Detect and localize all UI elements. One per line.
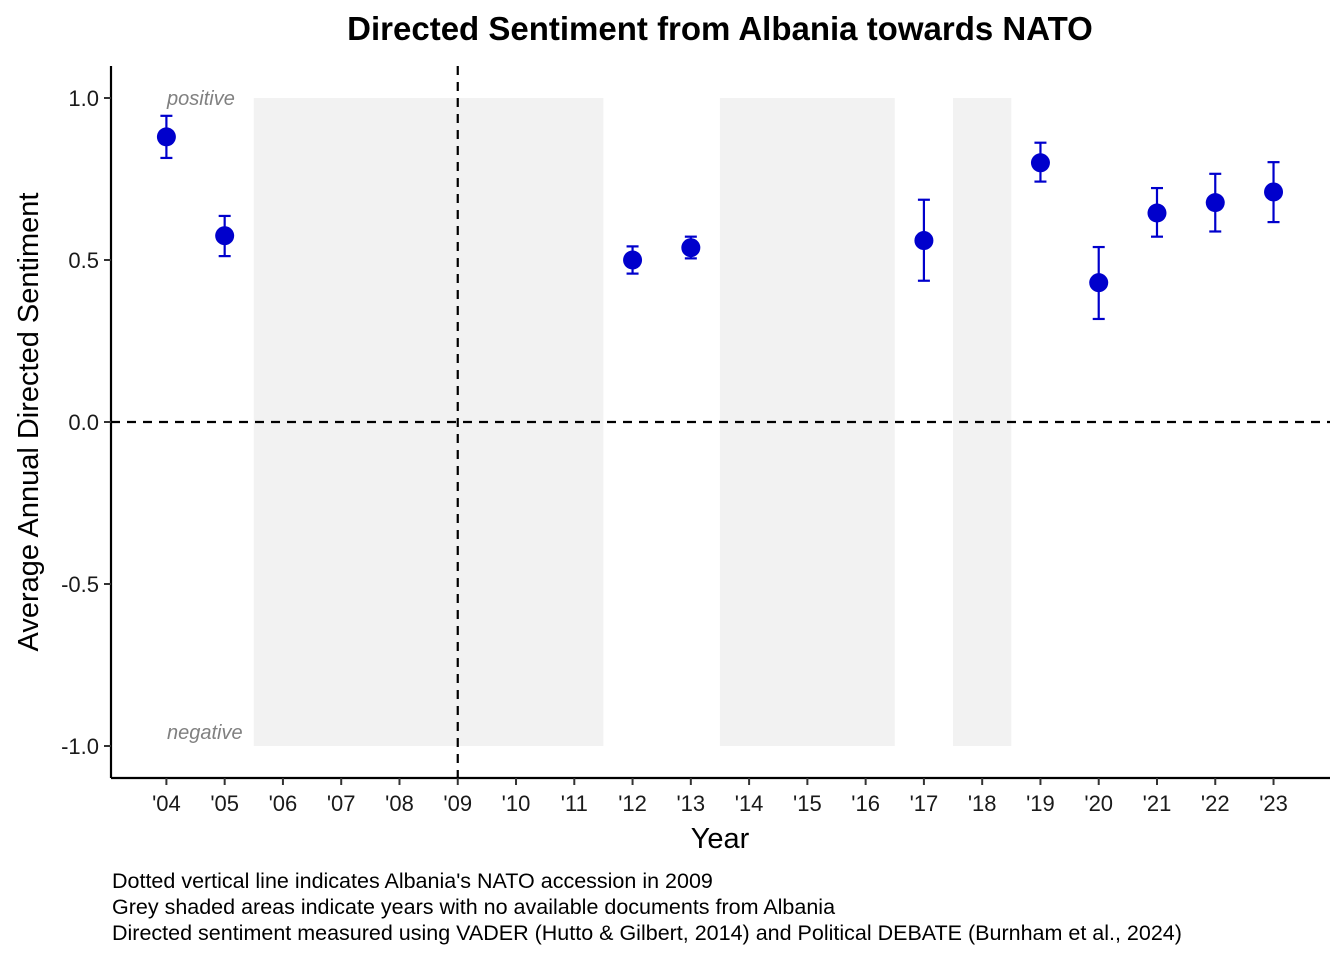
data-point [1205,193,1225,213]
point-12 [623,245,643,275]
y-tick-labels: 1.0 0.5 0.0 -0.5 -1.0 [61,86,111,759]
x-tick-label: '18 [968,791,997,816]
x-tick-label: '09 [443,791,472,816]
x-tick-label: '23 [1259,791,1288,816]
x-tick-label: '13 [676,791,705,816]
y-tick-label: 0.0 [68,410,99,435]
x-tick-label: '20 [1084,791,1113,816]
reference-lines [111,66,1330,778]
x-tick-label: '08 [385,791,414,816]
x-tick-label: '11 [561,791,588,816]
point-21 [1147,186,1167,238]
y-tick-label: 1.0 [68,86,99,111]
point-13 [681,235,701,260]
x-tick-label: '22 [1201,791,1230,816]
point-17 [914,198,934,282]
data-point [681,238,701,258]
point-04 [156,114,176,160]
chart-title: Directed Sentiment from Albania towards … [347,10,1093,47]
point-19 [1030,141,1050,183]
point-05 [215,214,235,258]
data-point [156,127,176,147]
data-point [623,250,643,270]
x-tick-label: '05 [210,791,239,816]
data-point [1264,182,1284,202]
y-axis-title: Average Annual Directed Sentiment [13,193,45,652]
note-method: Directed sentiment measured using VADER … [112,921,1182,945]
point-22 [1205,172,1225,233]
x-tick-label: '15 [793,791,822,816]
x-tick-label: '12 [618,791,647,816]
data-point [1089,273,1109,293]
x-tick-label: '10 [502,791,531,816]
x-tick-label: '17 [910,791,939,816]
point-23 [1264,161,1284,224]
negative-annotation: negative [167,722,243,744]
x-tick-label: '14 [735,791,764,816]
data-point [1030,153,1050,173]
point-20 [1089,245,1109,321]
y-tick-label: -0.5 [61,572,99,597]
x-tick-label: '07 [327,791,356,816]
x-tick-labels: '04 '05 '06 '07 '08 '09 '10 '11 '12 '13 '14 '15 '16 '… [152,778,1288,816]
data-point [215,226,235,246]
positive-annotation: positive [166,88,235,110]
data-points [156,114,1284,321]
note-shading: Grey shaded areas indicate years with no… [112,895,835,919]
x-tick-label: '04 [152,791,181,816]
x-tick-label: '06 [269,791,298,816]
data-point [1147,203,1167,223]
data-point [914,231,934,251]
x-axis-title: Year [691,823,750,855]
x-tick-label: '16 [851,791,880,816]
note-accession: Dotted vertical line indicates Albania's… [112,869,713,893]
x-tick-label: '19 [1026,791,1055,816]
x-tick-label: '21 [1143,791,1172,816]
y-tick-label: -1.0 [61,734,99,759]
y-tick-label: 0.5 [68,248,99,273]
